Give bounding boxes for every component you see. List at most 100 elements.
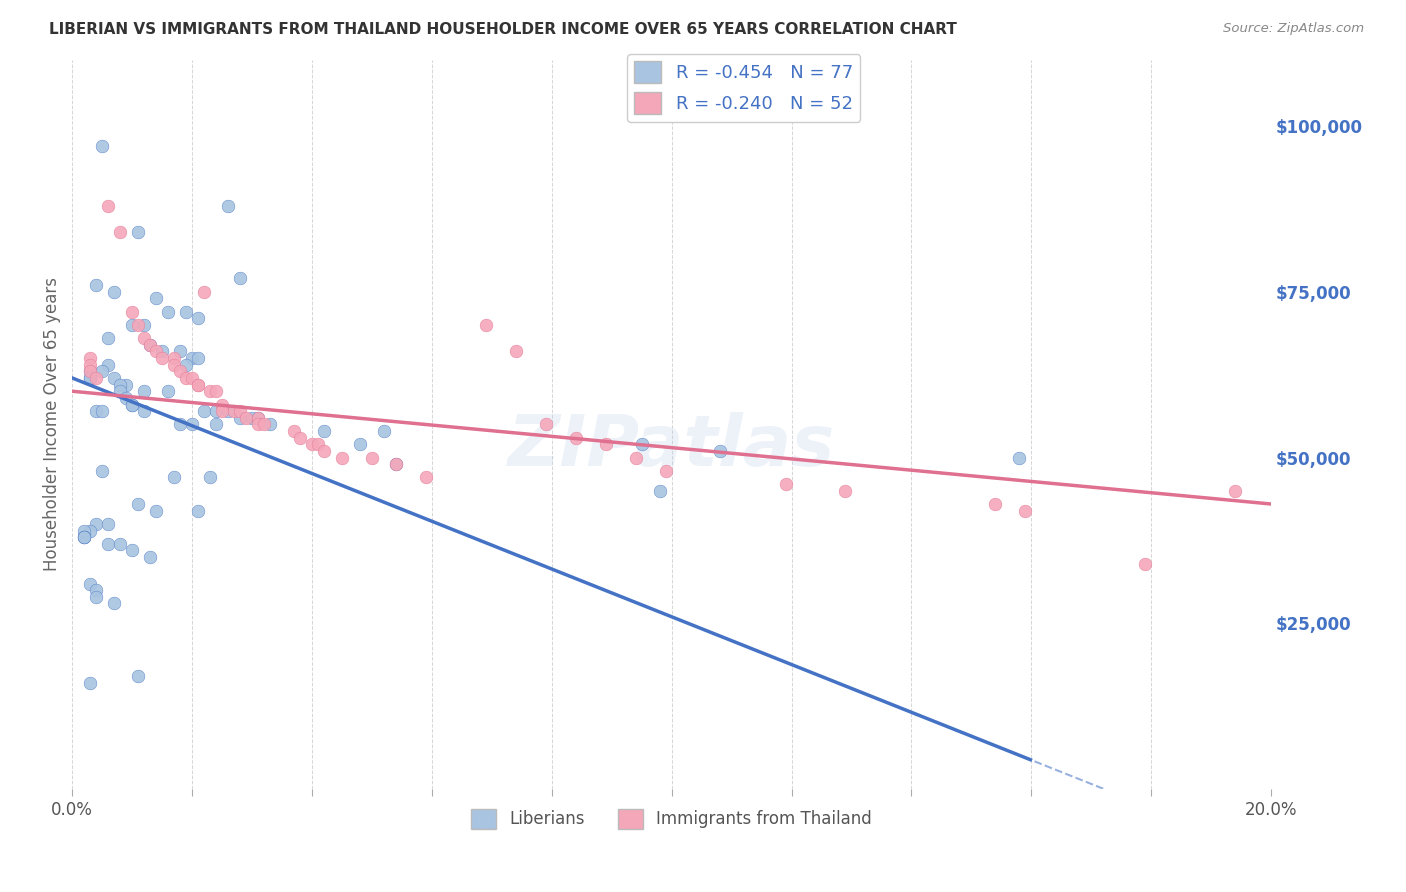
Point: [84, 371, 107, 385]
Point: [349, 437, 371, 451]
Point: [79, 358, 101, 372]
Point: [108, 225, 131, 239]
Point: [198, 384, 221, 399]
Point: [181, 371, 204, 385]
Point: [79, 351, 101, 365]
Point: [169, 344, 191, 359]
Point: [361, 450, 384, 465]
Point: [150, 344, 173, 359]
Point: [174, 358, 197, 372]
Point: [187, 311, 209, 326]
Point: [97, 331, 120, 345]
Point: [654, 464, 676, 478]
Point: [115, 377, 138, 392]
Point: [121, 397, 143, 411]
Point: [84, 590, 107, 604]
Point: [73, 530, 96, 544]
Point: [475, 318, 498, 332]
Point: [288, 431, 311, 445]
Point: [174, 304, 197, 318]
Point: [505, 344, 527, 359]
Point: [127, 497, 149, 511]
Point: [211, 397, 233, 411]
Point: [73, 524, 96, 538]
Point: [624, 450, 647, 465]
Text: LIBERIAN VS IMMIGRANTS FROM THAILAND HOUSEHOLDER INCOME OVER 65 YEARS CORRELATIO: LIBERIAN VS IMMIGRANTS FROM THAILAND HOU…: [49, 22, 957, 37]
Point: [84, 583, 107, 598]
Point: [134, 404, 156, 418]
Point: [187, 503, 209, 517]
Point: [1008, 450, 1031, 465]
Point: [253, 417, 276, 432]
Point: [145, 503, 167, 517]
Point: [127, 318, 149, 332]
Point: [108, 537, 131, 551]
Point: [229, 404, 252, 418]
Point: [709, 444, 731, 458]
Point: [235, 410, 257, 425]
Point: [247, 417, 270, 432]
Point: [91, 364, 114, 378]
Point: [79, 676, 101, 690]
Point: [564, 431, 586, 445]
Point: [145, 344, 167, 359]
Point: [139, 550, 162, 565]
Point: [139, 338, 162, 352]
Point: [312, 424, 335, 438]
Text: Source: ZipAtlas.com: Source: ZipAtlas.com: [1223, 22, 1364, 36]
Point: [211, 404, 233, 418]
Point: [283, 424, 305, 438]
Point: [205, 384, 228, 399]
Point: [91, 404, 114, 418]
Point: [240, 410, 263, 425]
Point: [157, 304, 180, 318]
Point: [115, 391, 138, 405]
Point: [121, 543, 143, 558]
Point: [139, 338, 162, 352]
Point: [775, 477, 797, 491]
Point: [84, 278, 107, 293]
Point: [79, 576, 101, 591]
Point: [97, 358, 120, 372]
Point: [103, 285, 125, 299]
Point: [127, 669, 149, 683]
Point: [169, 364, 191, 378]
Point: [229, 271, 252, 285]
Legend: Liberians, Immigrants from Thailand: Liberians, Immigrants from Thailand: [464, 802, 879, 836]
Point: [84, 516, 107, 531]
Point: [373, 424, 395, 438]
Point: [534, 417, 557, 432]
Point: [247, 410, 270, 425]
Point: [134, 384, 156, 399]
Point: [834, 483, 856, 498]
Point: [307, 437, 329, 451]
Point: [181, 351, 204, 365]
Point: [79, 364, 101, 378]
Point: [134, 318, 156, 332]
Point: [193, 404, 215, 418]
Point: [187, 377, 209, 392]
Point: [108, 377, 131, 392]
Y-axis label: Householder Income Over 65 years: Householder Income Over 65 years: [44, 277, 60, 572]
Point: [163, 358, 186, 372]
Point: [187, 377, 209, 392]
Point: [97, 516, 120, 531]
Point: [301, 437, 323, 451]
Point: [385, 457, 408, 471]
Point: [97, 537, 120, 551]
Point: [217, 198, 239, 212]
Point: [79, 371, 101, 385]
Point: [73, 530, 96, 544]
Point: [84, 404, 107, 418]
Point: [79, 371, 101, 385]
Point: [229, 410, 252, 425]
Point: [127, 225, 149, 239]
Point: [205, 417, 228, 432]
Point: [73, 530, 96, 544]
Point: [79, 364, 101, 378]
Point: [648, 483, 671, 498]
Point: [198, 470, 221, 484]
Point: [108, 384, 131, 399]
Point: [217, 404, 239, 418]
Point: [163, 351, 186, 365]
